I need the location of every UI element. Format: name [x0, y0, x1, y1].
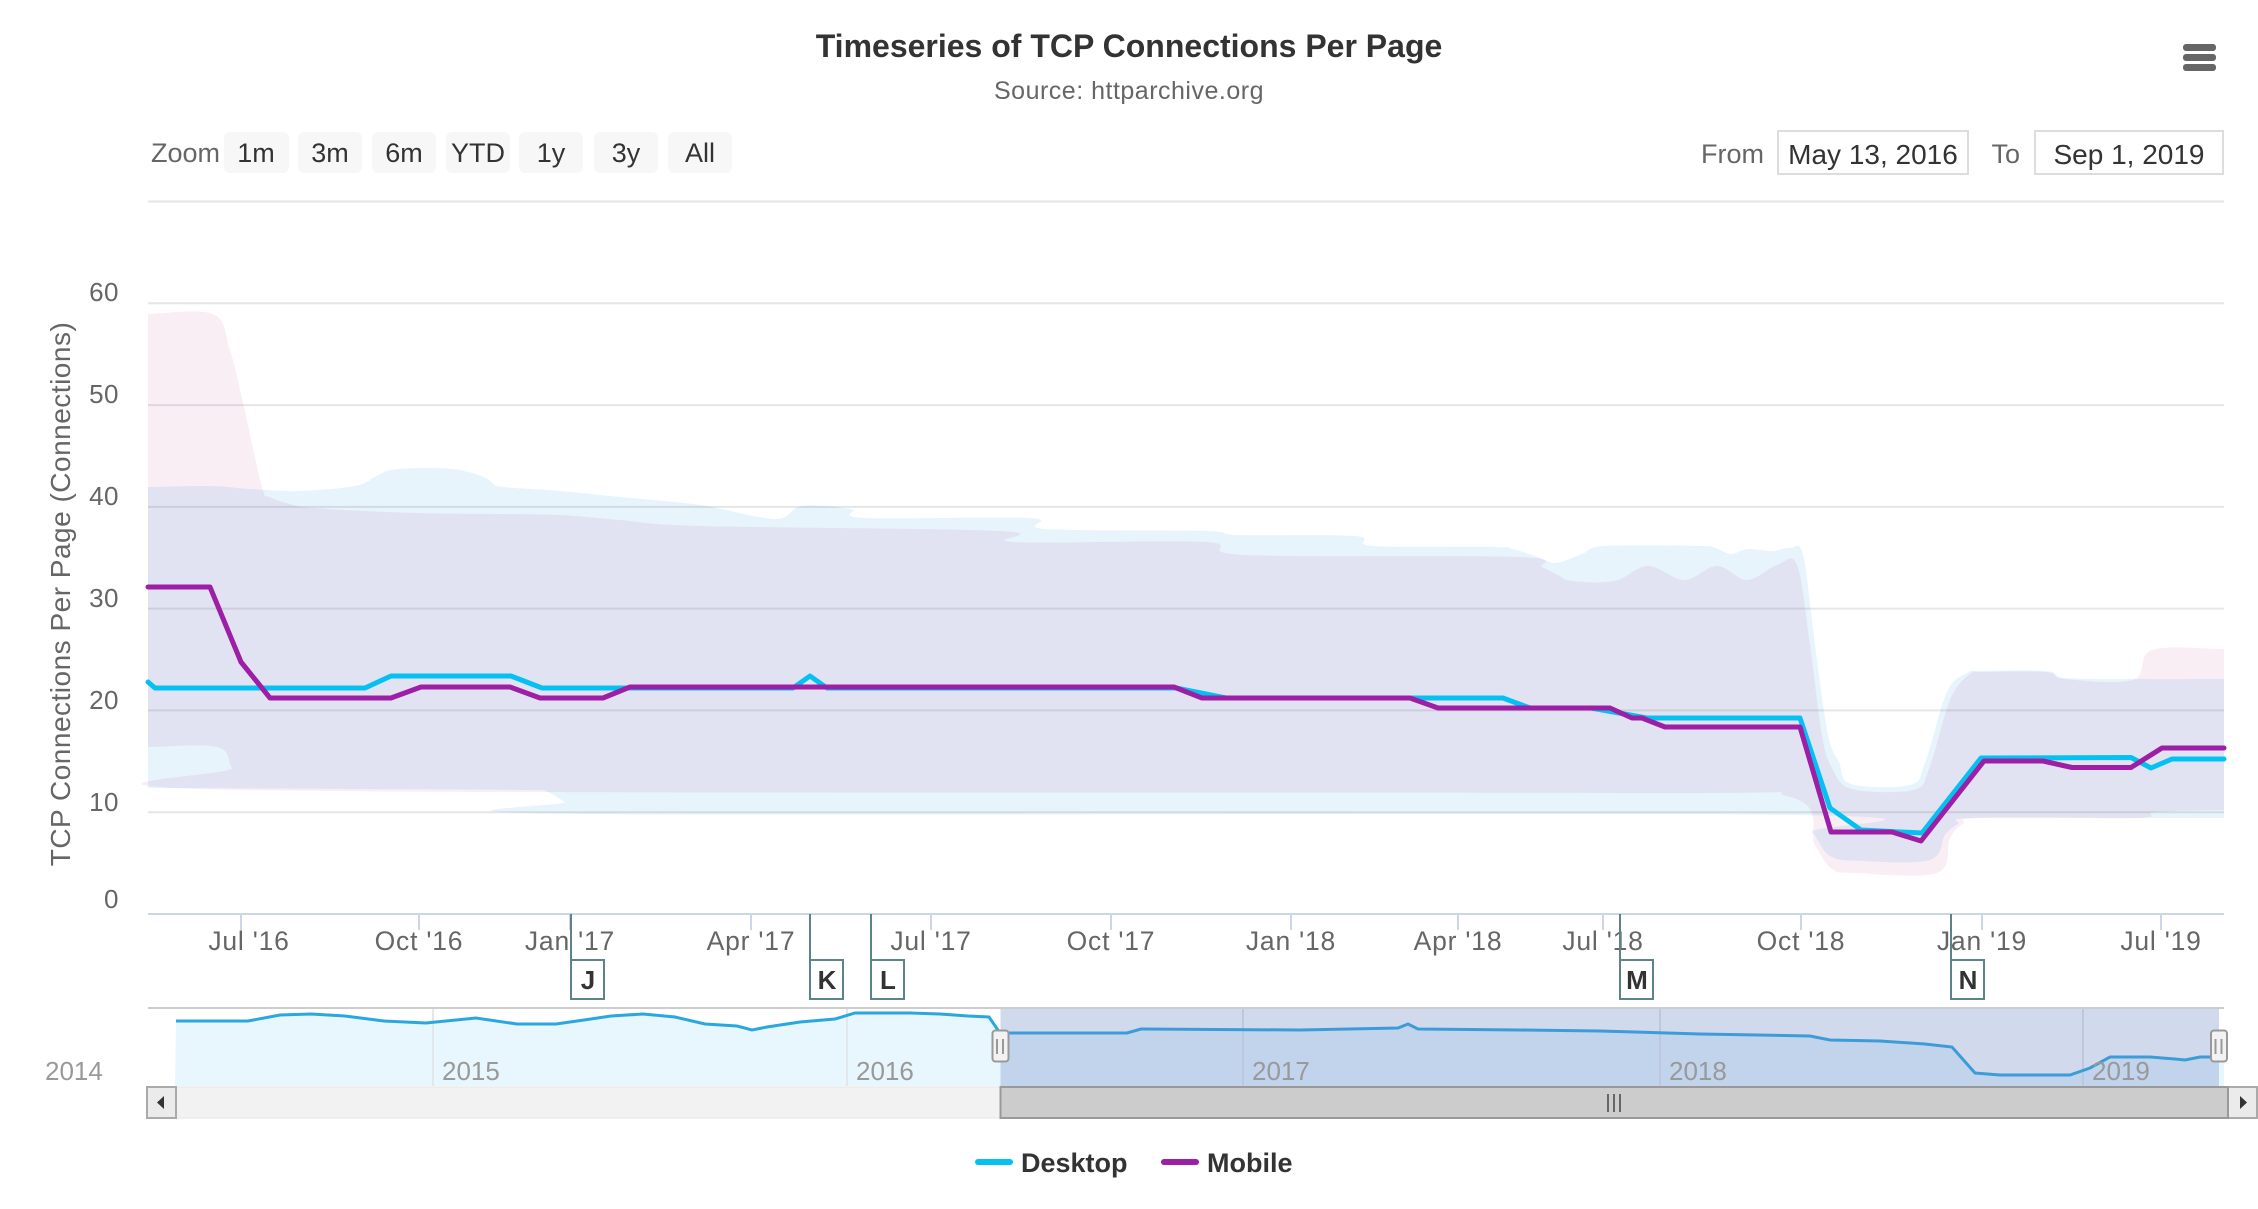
svg-text:Zoom: Zoom	[151, 138, 220, 168]
svg-text:50: 50	[89, 379, 119, 409]
svg-text:Apr '18: Apr '18	[1414, 926, 1503, 956]
svg-text:Jul '19: Jul '19	[2120, 926, 2201, 956]
svg-text:2017: 2017	[1252, 1056, 1310, 1086]
svg-text:Source: httparchive.org: Source: httparchive.org	[994, 77, 1264, 105]
svg-text:Jan '18: Jan '18	[1246, 926, 1336, 956]
svg-text:2018: 2018	[1669, 1056, 1727, 1086]
svg-text:Oct '17: Oct '17	[1067, 926, 1156, 956]
svg-text:Jul '16: Jul '16	[208, 926, 289, 956]
svg-text:Timeseries of TCP Connections: Timeseries of TCP Connections Per Page	[816, 28, 1443, 64]
svg-text:To: To	[1991, 139, 2020, 169]
svg-text:30: 30	[89, 583, 119, 613]
svg-text:1m: 1m	[237, 138, 275, 168]
svg-text:2014: 2014	[45, 1056, 103, 1086]
svg-text:YTD: YTD	[451, 138, 505, 168]
svg-text:3m: 3m	[311, 138, 349, 168]
svg-text:1y: 1y	[537, 138, 566, 168]
svg-text:Jul '18: Jul '18	[1562, 926, 1643, 956]
svg-text:From: From	[1701, 139, 1764, 169]
svg-text:J: J	[581, 965, 595, 995]
svg-text:K: K	[818, 965, 837, 995]
svg-text:Mobile: Mobile	[1207, 1148, 1293, 1178]
svg-text:Jul '17: Jul '17	[890, 926, 971, 956]
svg-text:Oct '18: Oct '18	[1757, 926, 1846, 956]
svg-text:3y: 3y	[612, 138, 641, 168]
svg-text:2019: 2019	[2092, 1056, 2150, 1086]
svg-text:60: 60	[89, 277, 119, 307]
svg-text:Apr '17: Apr '17	[707, 926, 796, 956]
svg-text:20: 20	[89, 685, 119, 715]
svg-text:0: 0	[104, 884, 119, 914]
svg-text:All: All	[685, 138, 715, 168]
svg-text:Desktop: Desktop	[1021, 1148, 1128, 1178]
svg-text:2016: 2016	[856, 1056, 914, 1086]
svg-text:Jan '17: Jan '17	[525, 926, 615, 956]
svg-text:6m: 6m	[385, 138, 423, 168]
svg-text:TCP Connections Per Page (Conn: TCP Connections Per Page (Connections)	[45, 322, 76, 867]
svg-text:Sep 1, 2019: Sep 1, 2019	[2053, 139, 2204, 170]
svg-text:N: N	[1959, 965, 1978, 995]
svg-text:Oct '16: Oct '16	[375, 926, 464, 956]
svg-text:40: 40	[89, 481, 119, 511]
svg-text:10: 10	[89, 787, 119, 817]
svg-text:May 13, 2016: May 13, 2016	[1788, 139, 1958, 170]
svg-text:M: M	[1626, 965, 1648, 995]
svg-text:2015: 2015	[442, 1056, 500, 1086]
svg-text:L: L	[880, 965, 896, 995]
